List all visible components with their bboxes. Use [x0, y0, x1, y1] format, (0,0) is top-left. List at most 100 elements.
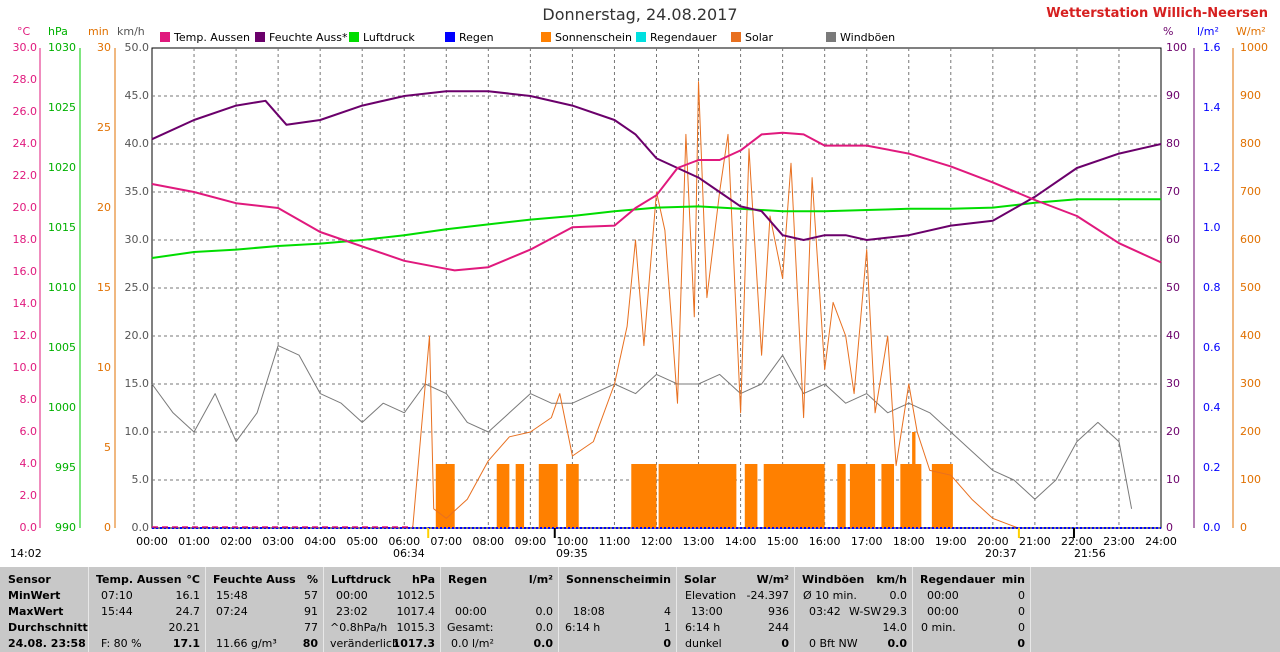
- pressure-tick: 1015: [48, 221, 76, 234]
- legend-label: Regen: [459, 31, 494, 44]
- stats-current: 0: [781, 637, 789, 650]
- sunshine-unit: min: [88, 25, 109, 38]
- temp-tick: 12.0: [12, 329, 38, 342]
- stats-unit: min: [647, 573, 671, 586]
- stats-header: Solar: [684, 573, 717, 586]
- sunshine-bar: [912, 432, 916, 528]
- temp-tick: 16.0: [12, 265, 38, 278]
- stats-temp-column: Temp. Aussen °C 07:10 16.1 15:44 24.7 20…: [88, 567, 206, 652]
- humidity-tick: 90: [1166, 89, 1180, 102]
- temp-tick: 0.0: [19, 521, 38, 534]
- stats-header: Regen: [448, 573, 488, 586]
- humidity-tick: 60: [1166, 233, 1180, 246]
- sunshine-bar: [931, 464, 953, 528]
- stats-value: 936: [768, 605, 789, 618]
- temp-tick: 10.0: [12, 361, 38, 374]
- legend-swatch: [541, 32, 551, 42]
- sunshine-bar: [515, 464, 525, 528]
- stats-header: Sonnenschein: [566, 573, 653, 586]
- legend-item: Temp. Aussen: [160, 31, 250, 44]
- x-tick: 01:00: [178, 535, 210, 548]
- stats-current: 0: [663, 637, 671, 650]
- humidity-tick: 80: [1166, 137, 1180, 150]
- humidity-tick: 20: [1166, 425, 1180, 438]
- rain-tick: 1.0: [1203, 221, 1221, 234]
- stats-time: 15:48: [216, 589, 248, 602]
- legend-label: Temp. Aussen: [174, 31, 251, 44]
- stats-current: 0.0: [533, 637, 554, 650]
- stats-unit: °C: [186, 573, 200, 586]
- temp-tick: 24.0: [12, 137, 38, 150]
- stats-unit: hPa: [411, 573, 435, 586]
- stats-time: 00:00: [927, 605, 959, 618]
- stats-note: Gesamt:: [447, 621, 494, 634]
- stats-note: veränderlich: [330, 637, 399, 650]
- legend-swatch: [160, 32, 170, 42]
- wind-tick: 50.0: [124, 41, 150, 54]
- temp-tick: 8.0: [19, 393, 38, 406]
- solar-tick: 0: [1240, 521, 1247, 534]
- stats-note: 0 min.: [921, 621, 956, 634]
- stats-header: Windböen: [802, 573, 865, 586]
- x-tick: 07:00: [430, 535, 463, 548]
- legend-swatch: [445, 32, 455, 42]
- temp-unit: °C: [17, 25, 31, 38]
- stats-time: 00:00: [455, 605, 487, 618]
- stats-unit: l/m²: [528, 573, 553, 586]
- temp-tick: 26.0: [12, 105, 38, 118]
- weather-chart: [39, 47, 1234, 538]
- sunshine-bar: [496, 464, 510, 528]
- sunset-time: 20:37: [985, 547, 1017, 560]
- x-tick: 14:00: [724, 535, 757, 548]
- x-tick: 02:00: [220, 535, 252, 548]
- stats-value: 1012.5: [396, 589, 436, 602]
- wind-tick: 30.0: [124, 233, 150, 246]
- stats-header: Regendauer: [920, 573, 996, 586]
- stats-value: 1017.4: [396, 605, 436, 618]
- stats-unit: min: [1001, 573, 1025, 586]
- x-tick: 16:00: [808, 535, 841, 548]
- stats-value: 91: [304, 605, 318, 618]
- sunshine-bar: [900, 464, 922, 528]
- stats-header: Feuchte Auss: [213, 573, 296, 586]
- stats-note: 11.66 g/m³: [216, 637, 277, 650]
- stats-current: 17.1: [172, 637, 200, 650]
- stats-note: ^0.8hPa/h: [330, 621, 388, 634]
- series-line: [412, 81, 1019, 529]
- sunshine-bar: [744, 464, 758, 528]
- stats-note: 0.0 l/m²: [451, 637, 494, 650]
- legend-item: Windböen: [826, 31, 895, 44]
- rain-tick: 1.4: [1203, 101, 1221, 114]
- pressure-tick: 1020: [48, 161, 76, 174]
- stats-unit: %: [306, 573, 318, 586]
- stats-value: 244: [768, 621, 789, 634]
- stats-current: 0: [1017, 637, 1025, 650]
- stats-header: Luftdruck: [331, 573, 391, 586]
- stats-value: 20.21: [168, 621, 201, 634]
- stats-header: Sensor: [8, 573, 51, 586]
- humidity-tick: 0: [1166, 521, 1173, 534]
- sunshine-tick: 0: [104, 521, 111, 534]
- station-name: Wetterstation Willich-Neersen: [1046, 6, 1268, 21]
- stats-row-label: MinWert: [8, 589, 61, 602]
- pressure-unit: hPa: [48, 25, 68, 38]
- humidity-tick: 10: [1166, 473, 1180, 486]
- x-tick: 17:00: [850, 535, 883, 548]
- sunshine-bar: [631, 464, 657, 528]
- series-line: [151, 131, 1162, 272]
- stats-value: 0.0: [535, 621, 554, 634]
- sunshine-tick: 20: [97, 201, 111, 214]
- wind-unit: km/h: [117, 25, 145, 38]
- x-tick: 20:00: [976, 535, 1009, 548]
- wind-tick: 10.0: [124, 425, 150, 438]
- stats-value: 0.0: [535, 605, 554, 618]
- legend-item: Luftdruck: [349, 31, 415, 44]
- chart-title: Donnerstag, 24.08.2017: [542, 5, 738, 24]
- stats-value: 0: [1018, 621, 1025, 634]
- x-tick: 24:00: [1145, 535, 1177, 548]
- rain-tick: 0.6: [1203, 341, 1221, 354]
- temp-tick: 4.0: [19, 457, 38, 470]
- moonrise-time: 14:02: [10, 547, 42, 560]
- stats-pressure-column: Luftdruck hPa 00:00 1012.5 23:02 1017.4 …: [323, 567, 441, 652]
- stats-value: -24.397: [746, 589, 789, 602]
